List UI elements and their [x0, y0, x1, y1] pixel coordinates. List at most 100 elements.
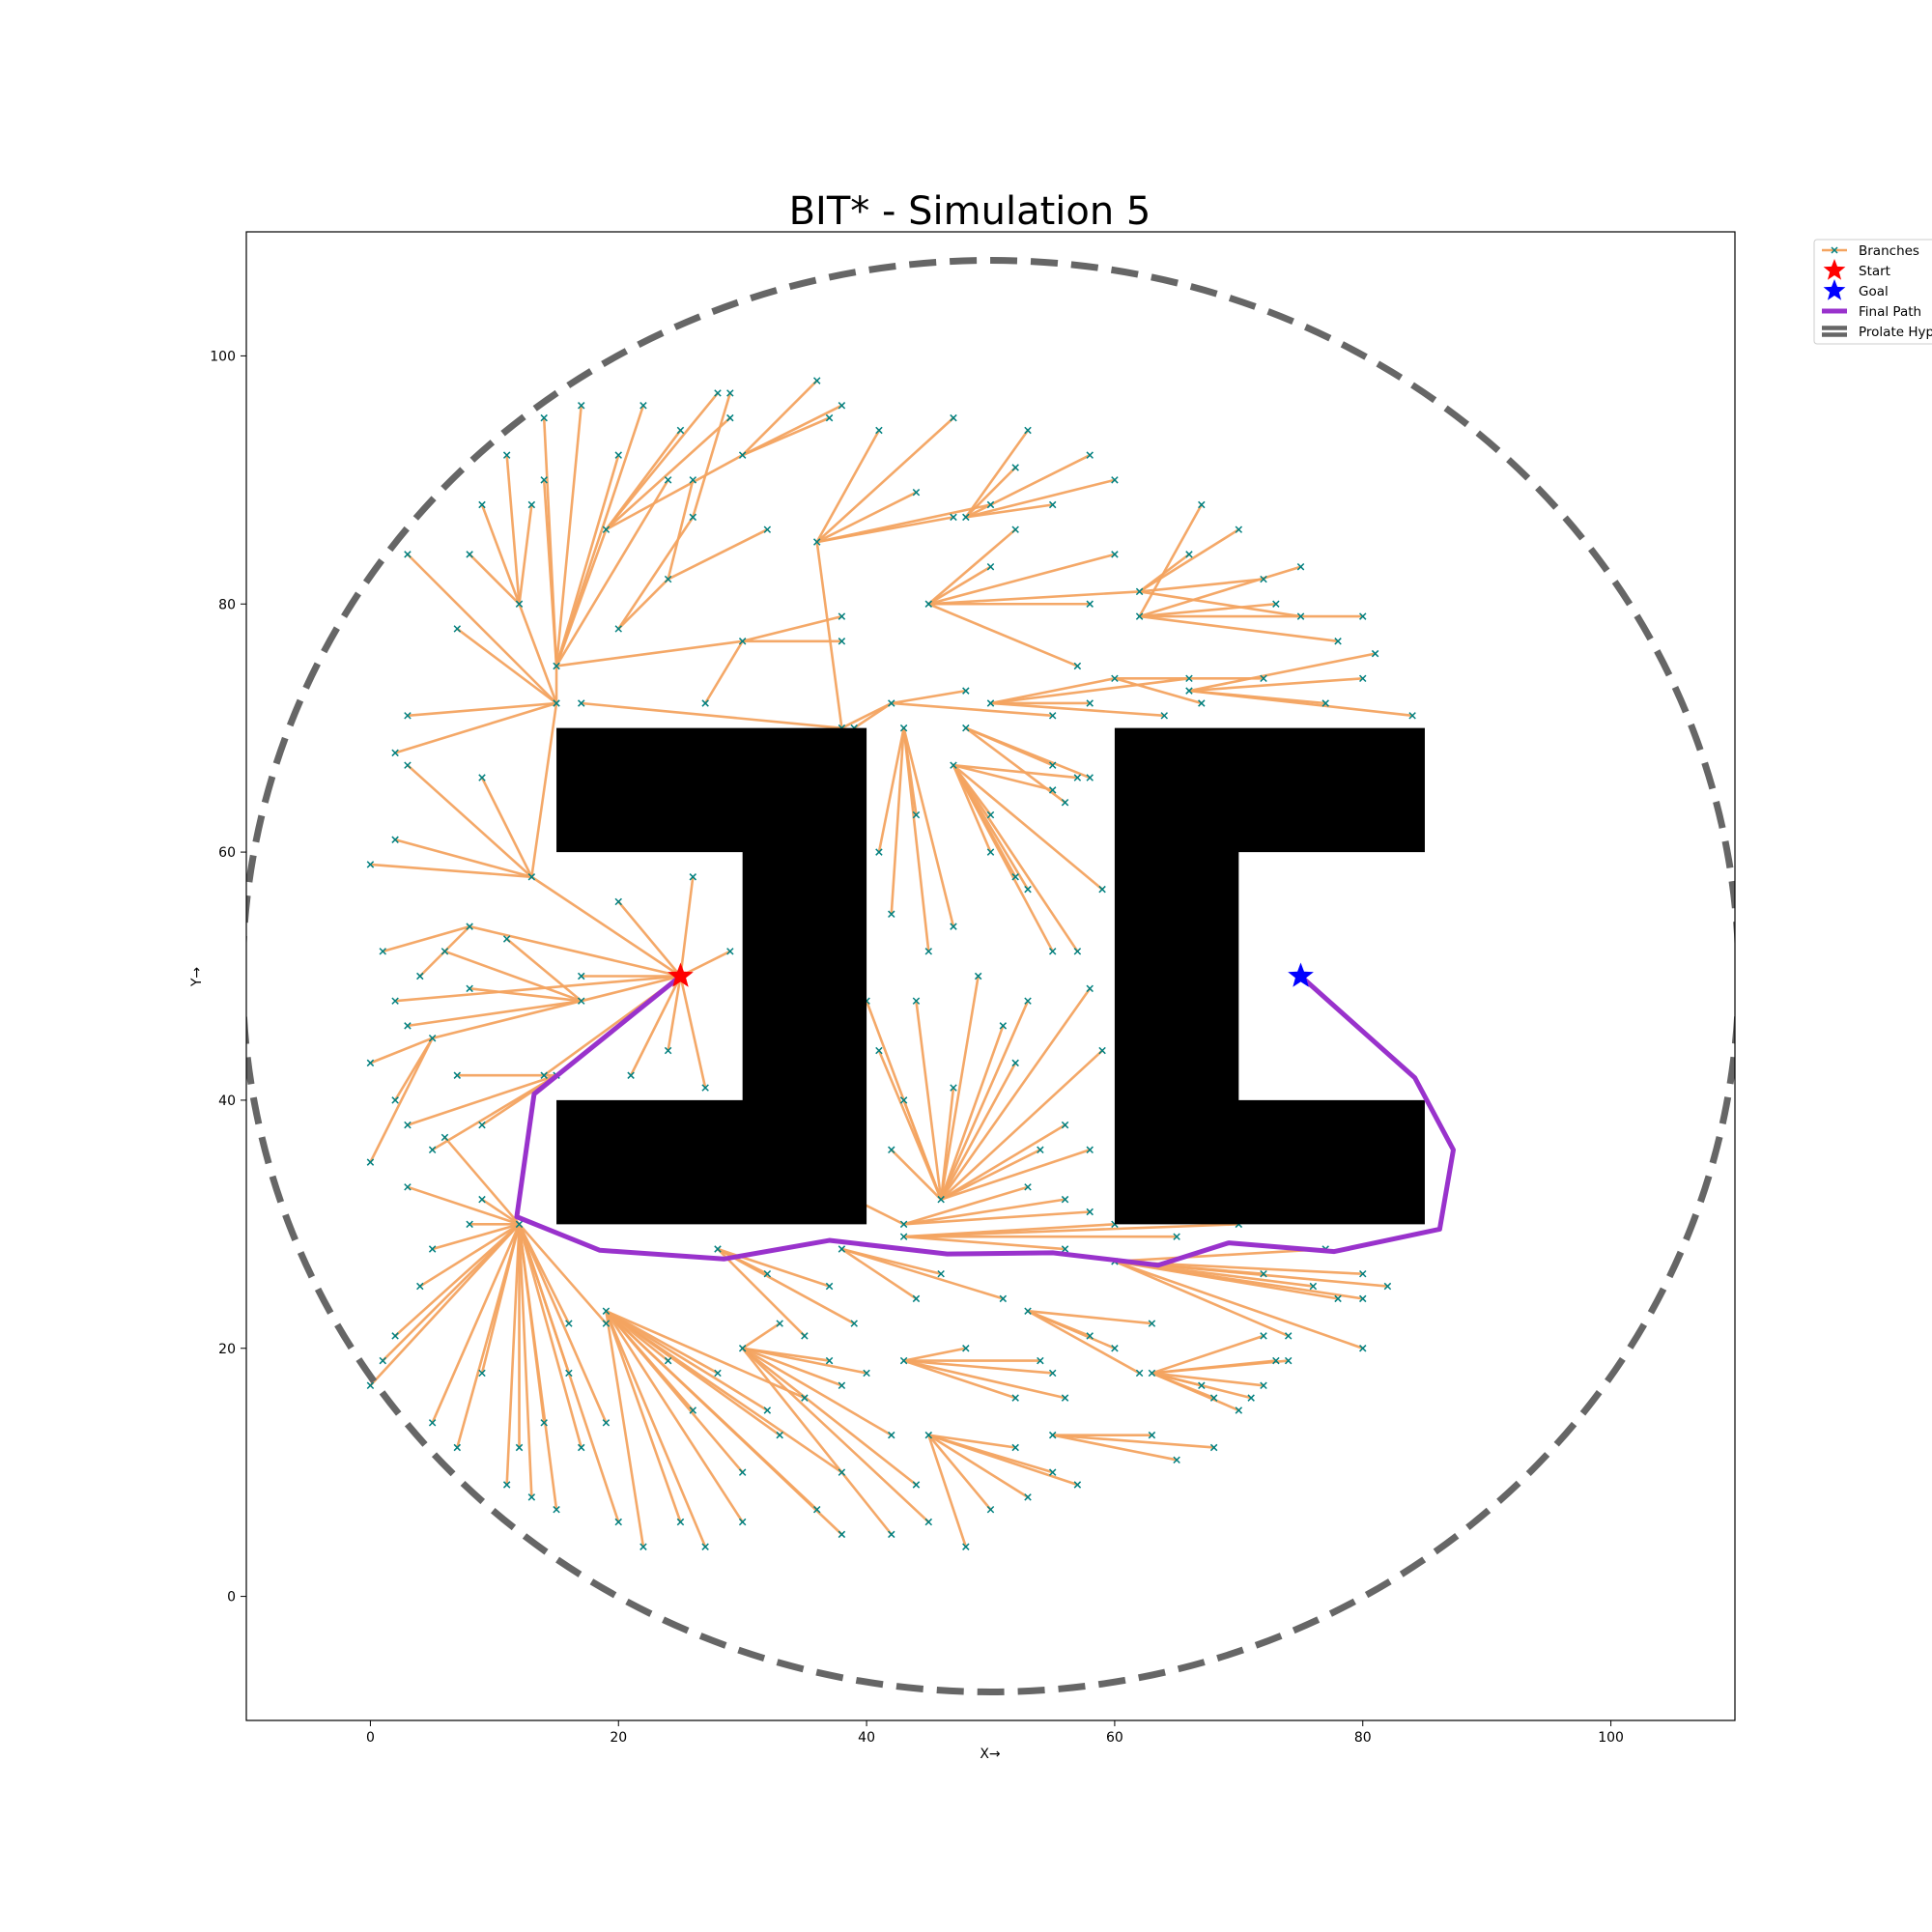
- branch-vertex: [1111, 1345, 1119, 1352]
- branch-vertex: [502, 935, 511, 943]
- branch-edge: [852, 701, 894, 729]
- branch-edge: [902, 1347, 968, 1362]
- branch-vertex: [577, 1443, 585, 1452]
- branch-vertex: [404, 551, 412, 558]
- branch-vertex: [540, 476, 548, 484]
- branch-vertex: [1098, 885, 1106, 894]
- legend-item-start: Start: [1823, 259, 1890, 280]
- branch-edge: [964, 429, 1030, 519]
- branch-edge: [1113, 1260, 1290, 1338]
- branch-vertex: [1359, 612, 1367, 620]
- branch-vertex: [738, 451, 747, 459]
- legend-label: Branches: [1859, 243, 1919, 259]
- y-tick-label: 20: [218, 1342, 236, 1357]
- branch-edge: [815, 540, 843, 729]
- branch-vertex: [527, 873, 536, 881]
- branch-vertex: [1371, 649, 1379, 658]
- branch-edge: [716, 1247, 807, 1338]
- branch-vertex: [838, 638, 846, 645]
- branches-layer: [369, 379, 1414, 1548]
- branch-vertex: [888, 1146, 895, 1154]
- branch-vertex: [1260, 674, 1267, 683]
- legend-label: Start: [1859, 264, 1890, 279]
- y-tick-label: 40: [218, 1094, 236, 1109]
- branch-vertex: [999, 1294, 1008, 1303]
- branch-edge: [902, 726, 955, 928]
- branch-vertex: [614, 897, 622, 906]
- branch-edge: [505, 1223, 521, 1487]
- branch-vertex: [1011, 464, 1019, 471]
- branch-edge: [505, 937, 583, 1003]
- branch-edge: [542, 416, 558, 668]
- branch-vertex: [664, 1356, 672, 1365]
- branch-vertex: [726, 948, 734, 955]
- branch-vertex: [428, 1146, 437, 1154]
- branch-vertex: [863, 1369, 870, 1378]
- branch-vertex: [912, 1481, 921, 1489]
- branch-vertex: [888, 1431, 895, 1439]
- branch-vertex: [404, 712, 412, 720]
- branch-vertex: [726, 389, 734, 397]
- branch-vertex: [1334, 638, 1342, 645]
- x-axis-label: X→: [980, 1747, 1001, 1762]
- branch-vertex: [614, 1518, 622, 1526]
- branch-vertex: [676, 426, 685, 435]
- branch-edge: [952, 763, 1079, 953]
- branch-edge: [480, 503, 521, 606]
- branch-vertex: [540, 1419, 548, 1427]
- branch-vertex: [1061, 1245, 1069, 1253]
- branch-vertex: [1148, 1320, 1156, 1327]
- branch-vertex: [602, 1307, 611, 1315]
- legend-box: [1813, 239, 1932, 345]
- branch-edge: [890, 701, 1055, 718]
- branch-edge: [580, 701, 843, 729]
- branch-edge: [989, 676, 1117, 705]
- branch-vertex: [899, 1356, 908, 1365]
- branch-edge: [406, 553, 558, 705]
- branch-edge: [902, 1198, 1066, 1226]
- branch-vertex: [1198, 500, 1206, 509]
- path-layer: [514, 974, 1456, 1268]
- branch-edge: [741, 1347, 868, 1375]
- branch-edge: [605, 1309, 744, 1523]
- branch-vertex: [527, 1493, 536, 1501]
- branch-vertex: [986, 500, 995, 509]
- legend-vertex-icon: [1831, 246, 1838, 254]
- branch-edge: [815, 491, 918, 544]
- branch-vertex: [391, 749, 399, 757]
- branch-vertex: [404, 1121, 412, 1129]
- branch-vertex: [466, 551, 473, 558]
- branch-vertex: [366, 1059, 375, 1067]
- branch-vertex: [738, 1518, 747, 1526]
- branch-edge: [716, 1247, 769, 1275]
- legend-label: Final Path: [1859, 304, 1921, 320]
- branch-edge: [902, 1359, 1017, 1400]
- branch-vertex: [812, 1505, 821, 1514]
- branch-vertex: [453, 1443, 462, 1452]
- branch-vertex: [689, 1406, 697, 1414]
- branch-edge: [902, 1098, 943, 1201]
- legend-item-goal: Goal: [1823, 279, 1889, 300]
- branch-vertex: [553, 699, 560, 707]
- branch-vertex: [986, 848, 995, 856]
- branch-vertex: [1148, 1431, 1156, 1439]
- branch-edge: [939, 975, 980, 1201]
- branch-edge: [926, 1434, 1079, 1487]
- branch-edge: [939, 1086, 955, 1201]
- branch-edge: [381, 924, 471, 953]
- branch-vertex: [453, 1071, 462, 1079]
- branch-vertex: [962, 687, 970, 695]
- branch-vertex: [428, 1034, 437, 1042]
- branch-edge: [1138, 578, 1265, 593]
- obstacle: [1114, 727, 1425, 1225]
- branch-vertex: [962, 1543, 970, 1550]
- branch-edge: [1138, 527, 1240, 593]
- vertices-layer: [366, 377, 1416, 1550]
- branch-edge: [952, 763, 1030, 891]
- branch-edge: [926, 590, 1141, 606]
- branch-vertex: [801, 1332, 809, 1340]
- branch-vertex: [1048, 948, 1057, 955]
- branch-edge: [926, 1434, 968, 1548]
- branch-vertex: [812, 538, 821, 546]
- branch-edge: [815, 429, 881, 544]
